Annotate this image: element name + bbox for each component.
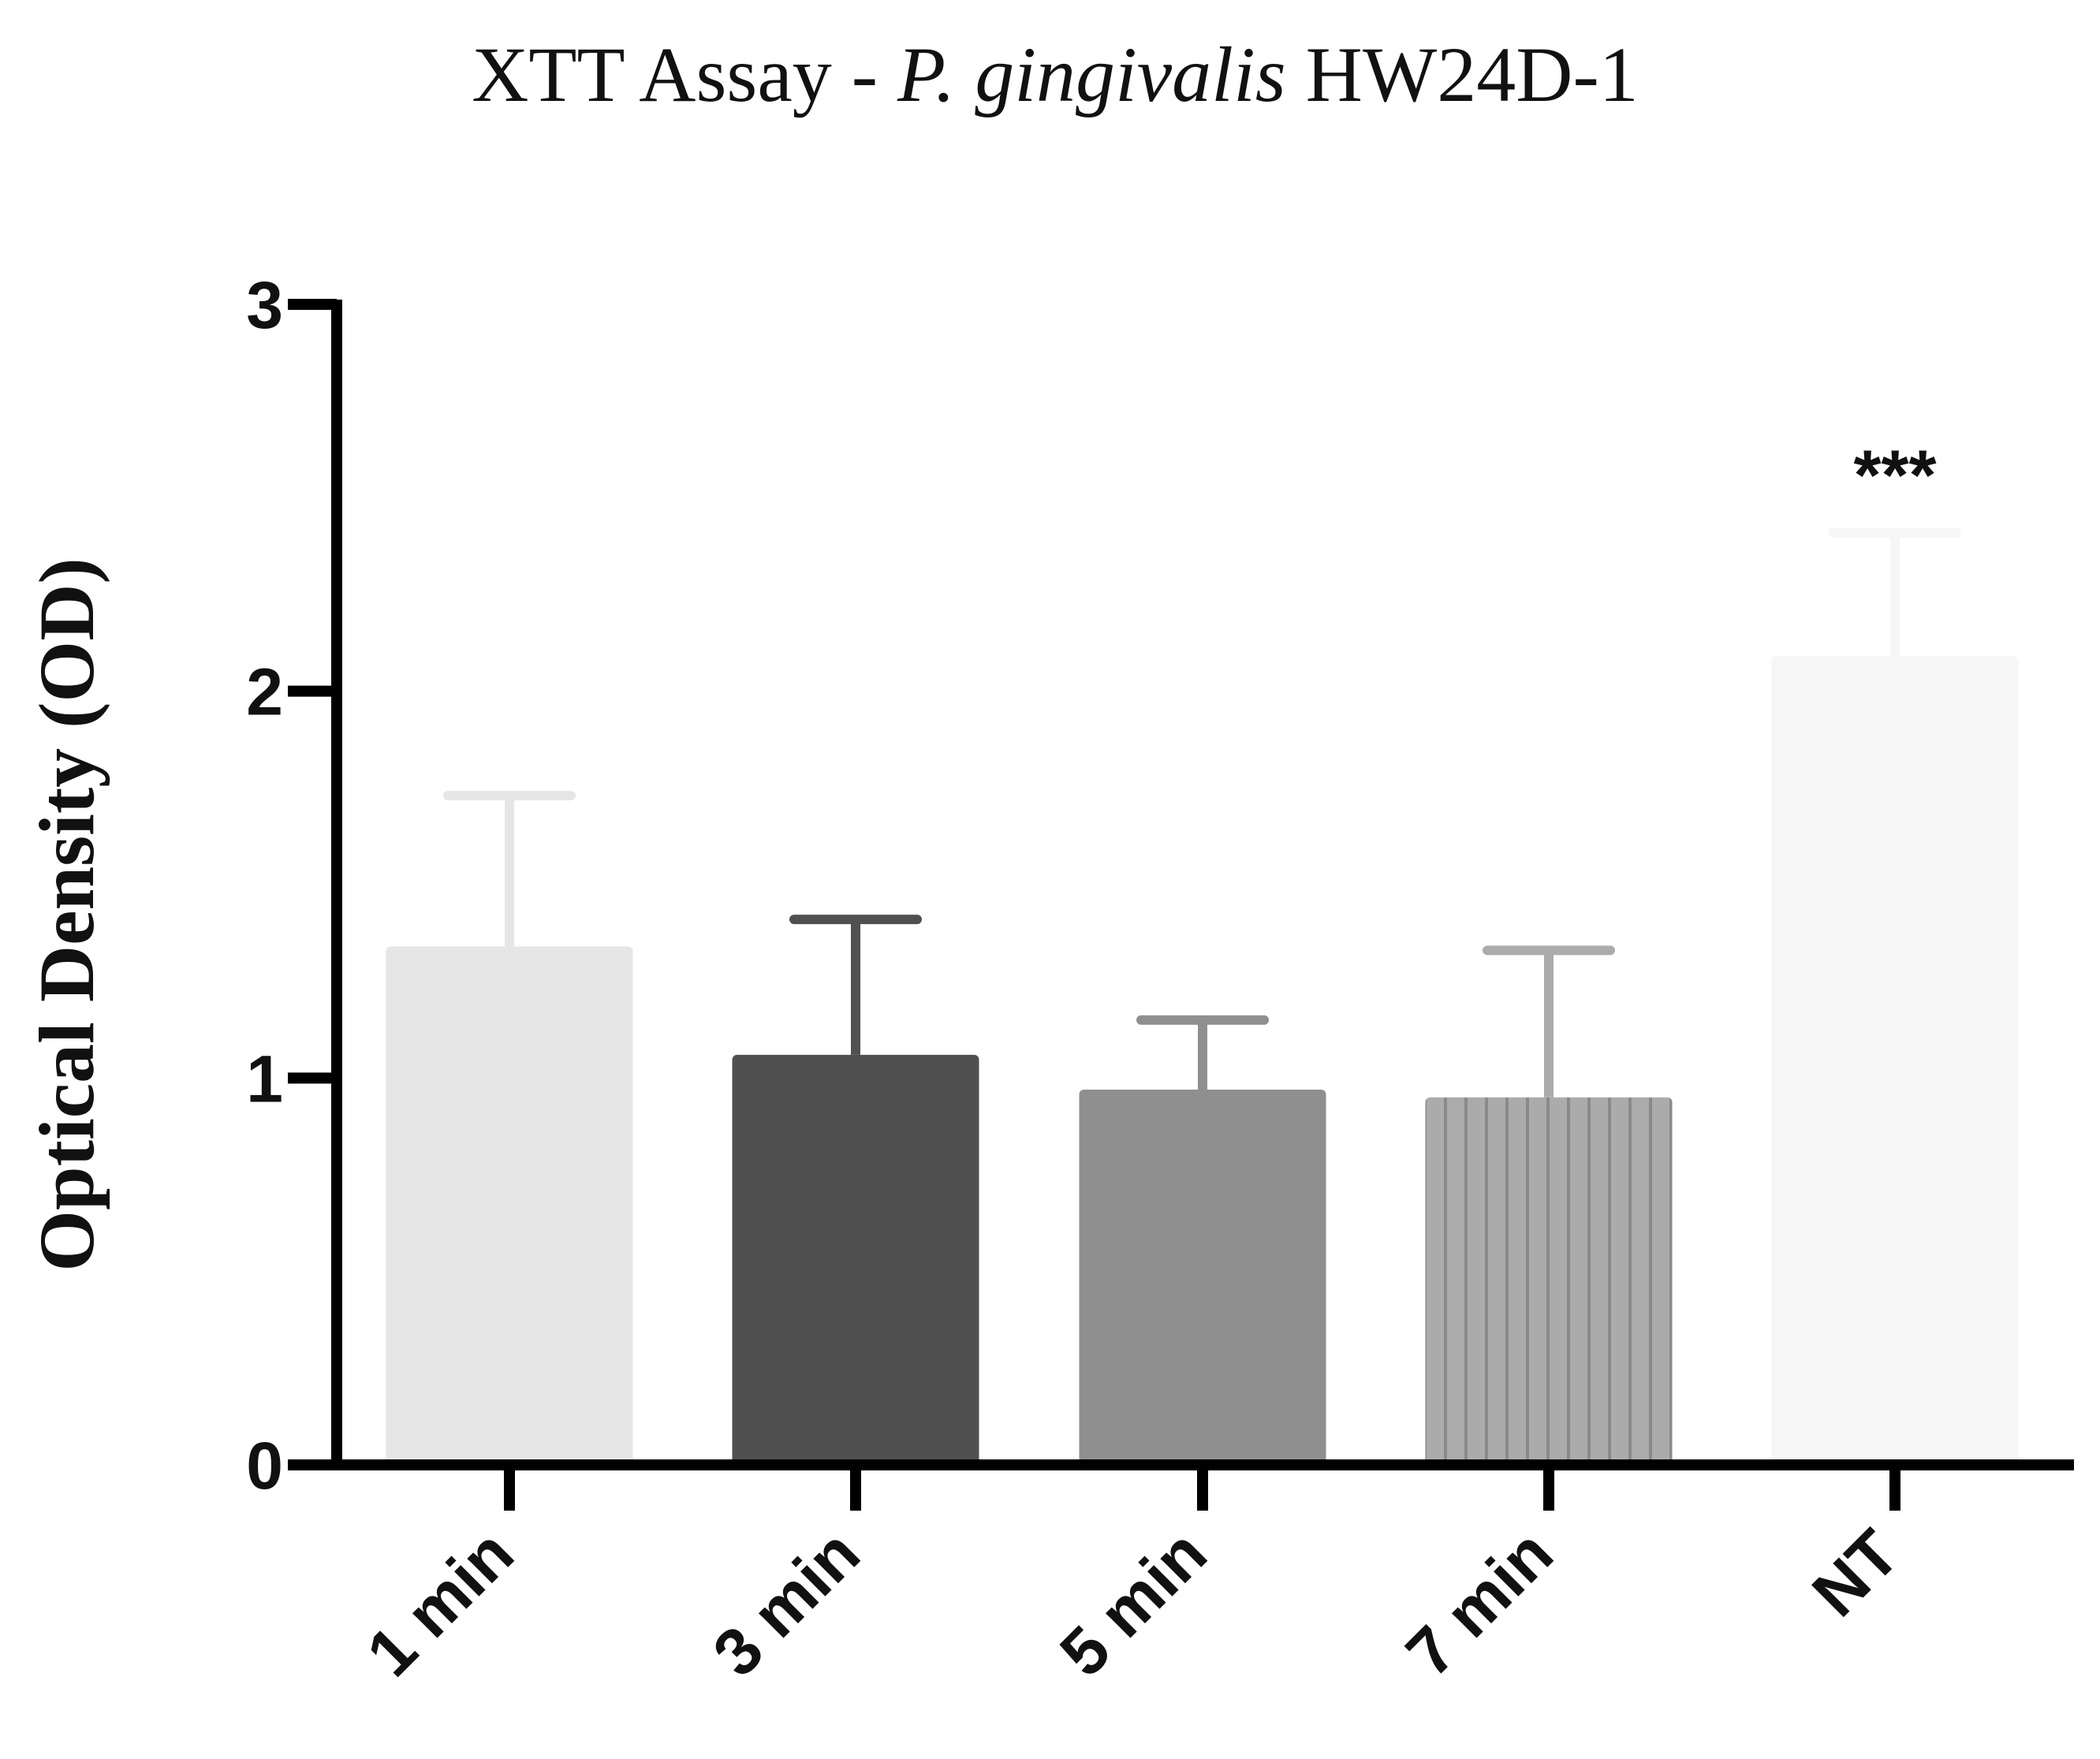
y-axis-label: Optical Density (OD) bbox=[23, 557, 110, 1271]
bar bbox=[1425, 1097, 1673, 1465]
x-tick-label: NT bbox=[1798, 1515, 1913, 1630]
y-tick-label: 0 bbox=[246, 1429, 283, 1503]
x-tick-label: 5 min bbox=[1046, 1515, 1221, 1690]
bar bbox=[386, 946, 633, 1465]
bar bbox=[732, 1054, 979, 1465]
bar bbox=[1079, 1090, 1326, 1465]
x-tick-label: 7 min bbox=[1392, 1515, 1567, 1690]
plot-area: *** 0 1 2 3 1 min 3 min 5 min 7 min NT bbox=[246, 268, 2074, 1690]
chart-title-species: P. gingivalis bbox=[897, 31, 1286, 118]
bar bbox=[1771, 656, 2019, 1466]
y-tick-label: 2 bbox=[246, 655, 283, 729]
y-tick-label: 3 bbox=[246, 268, 283, 342]
significance-label: *** bbox=[1853, 436, 1936, 515]
chart-title: XTT Assay - P. gingivalis HW24D-1 bbox=[472, 31, 1639, 118]
chart-title-suffix: HW24D-1 bbox=[1306, 31, 1639, 118]
x-tick-label: 3 min bbox=[699, 1515, 874, 1690]
y-tick-label: 1 bbox=[246, 1042, 283, 1116]
chart-title-prefix: XTT Assay - bbox=[472, 31, 897, 118]
x-tick-label: 1 min bbox=[352, 1515, 528, 1690]
